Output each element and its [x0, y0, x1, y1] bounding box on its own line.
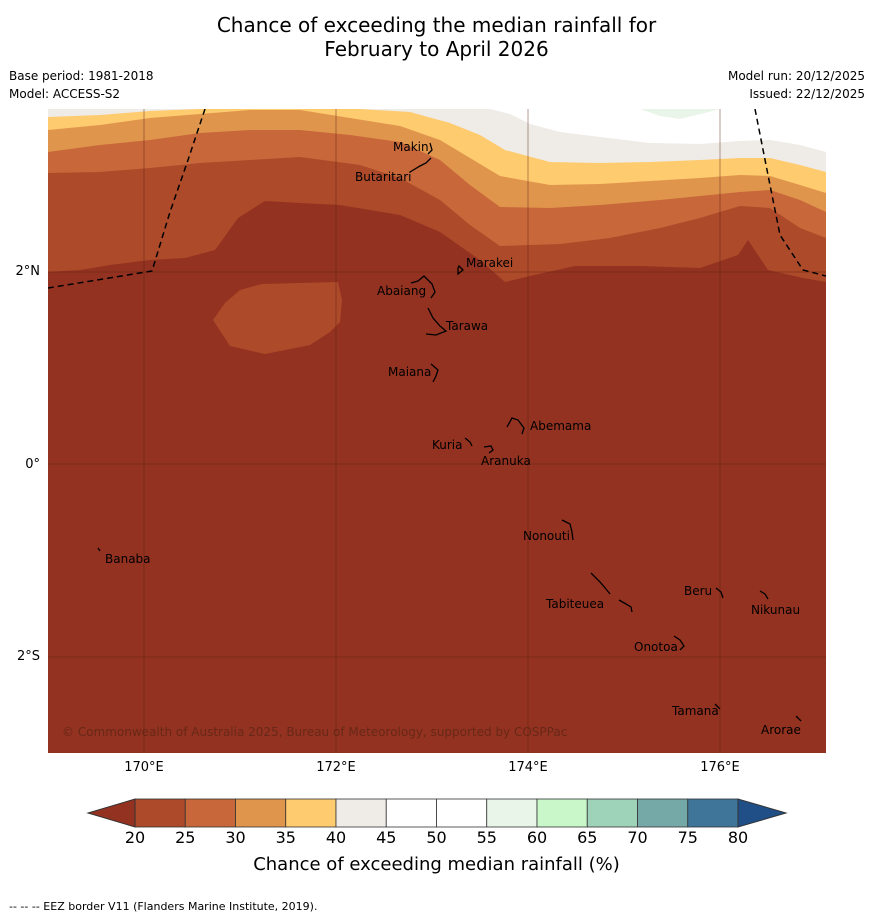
place-label-banaba: Banaba: [105, 552, 151, 566]
model-run-date: Model run: 20/12/2025: [727, 69, 865, 83]
place-label-nonouti: Nonouti: [523, 529, 570, 543]
colorbar-tick-65: 65: [577, 828, 598, 847]
colorbar-segment-30-35: [235, 798, 287, 828]
colorbar-tick-60: 60: [526, 828, 548, 847]
band-55-60: [640, 109, 720, 119]
colorbar-tick-35: 35: [275, 828, 296, 847]
colorbar-tick-20: 20: [124, 828, 146, 847]
colorbar-segment-70-75: [637, 798, 689, 828]
place-label-tarawa: Tarawa: [445, 319, 488, 333]
colorbar-tick-50: 50: [426, 828, 447, 847]
colorbar-segment-50-55: [436, 798, 488, 828]
colorbar-segment-40-45: [335, 798, 387, 828]
place-label-tabiteuea: Tabiteuea: [545, 597, 604, 611]
colorbar-tick-45: 45: [376, 828, 397, 847]
map-title-line2: February to April 2026: [324, 37, 549, 61]
place-label-nikunau: Nikunau: [751, 603, 800, 617]
model-name: Model: ACCESS-S2: [9, 87, 121, 101]
issued-date: Issued: 22/12/2025: [749, 87, 865, 101]
colorbar-tick-40: 40: [325, 828, 347, 847]
place-label-kuria: Kuria: [432, 438, 463, 452]
copyright-notice: © Commonwealth of Australia 2025, Bureau…: [62, 725, 568, 739]
graticule: [48, 109, 826, 753]
colorbar-segment-65-70: [586, 798, 638, 828]
lon-label-176e: 176°E: [700, 760, 740, 775]
lon-label-174e: 174°E: [508, 760, 548, 775]
place-label-aranuka: Aranuka: [481, 454, 531, 468]
colorbar-label: Chance of exceeding median rainfall (%): [253, 854, 620, 875]
place-label-marakei: Marakei: [466, 256, 513, 270]
lat-label-2s: 2°S: [16, 649, 40, 664]
colorbar-under-arrow: [86, 798, 136, 828]
colorbar-segment-25-30: [184, 798, 236, 828]
colorbar-tick-70: 70: [627, 828, 648, 847]
map-title-line1: Chance of exceeding the median rainfall …: [216, 13, 657, 37]
lat-label-2n: 2°N: [15, 264, 41, 279]
place-label-abemama: Abemama: [530, 419, 591, 433]
colorbar-segment-60-65: [536, 798, 588, 828]
eez-footnote: -- -- -- EEZ border V11 (Flanders Marine…: [9, 900, 318, 913]
colorbar-over-arrow: [737, 798, 788, 828]
place-label-beru: Beru: [684, 584, 712, 598]
island-outlines: [97, 142, 802, 722]
colorbar: [86, 798, 788, 828]
colorbar-segment-55-60: [486, 798, 538, 828]
place-label-butaritari: Butaritari: [355, 170, 412, 184]
warm-patch: [213, 282, 342, 354]
colorbar-segment-35-40: [285, 798, 337, 828]
colorbar-segment-75-80: [687, 798, 739, 828]
place-label-onotoa: Onotoa: [634, 640, 678, 654]
lon-label-170e: 170°E: [124, 760, 164, 775]
band-45-55: [490, 109, 826, 152]
colorbar-tick-25: 25: [175, 828, 196, 847]
colorbar-tick-30: 30: [225, 828, 246, 847]
place-label-tamana: Tamana: [671, 704, 719, 718]
colorbar-tick-55: 55: [476, 828, 497, 847]
place-label-abaiang: Abaiang: [377, 284, 426, 298]
base-period: Base period: 1981-2018: [9, 69, 154, 83]
colorbar-tick-75: 75: [677, 828, 698, 847]
colorbar-segment-20-25: [134, 798, 186, 828]
lon-label-172e: 172°E: [316, 760, 356, 775]
eez-border: [48, 109, 826, 289]
colorbar-segment-45-50: [385, 798, 437, 828]
place-label-arorae: Arorae: [761, 723, 801, 737]
colorbar-tick-80: 80: [727, 828, 749, 847]
lat-label-0: 0°: [25, 457, 40, 472]
place-label-maiana: Maiana: [388, 365, 431, 379]
place-label-makin: Makin: [393, 140, 429, 154]
